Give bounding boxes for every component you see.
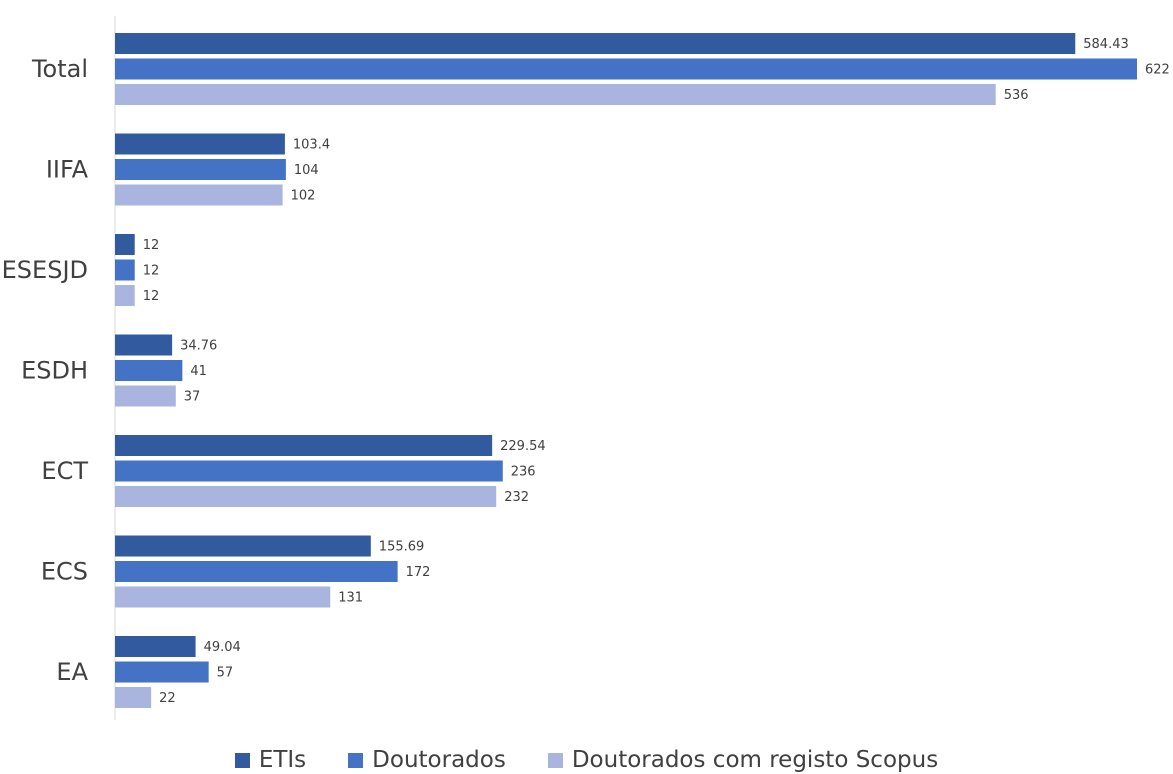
bar-ecs-series-1: [115, 561, 398, 582]
category-label-ea: EA: [56, 658, 88, 686]
category-label-ecs: ECS: [41, 558, 88, 586]
legend-label-etis: ETIs: [258, 747, 307, 773]
category-label-ect: ECT: [41, 457, 88, 485]
legend-item-doutorados-scopus: Doutorados com registo Scopus: [547, 747, 939, 773]
bar-esdh-series-1: [115, 360, 183, 381]
data-label-iifa-series-0: 103.4: [293, 138, 330, 153]
legend-swatch-etis: [234, 752, 250, 768]
bar-total-series-1: [115, 58, 1137, 80]
data-label-ect-series-1: 236: [511, 465, 536, 480]
bar-ea-series-1: [115, 661, 209, 683]
data-label-esdh-series-1: 41: [190, 364, 207, 379]
bar-chart: Total 584.43 622 536 IIFA 103.4 104 102 ESESJD 12…: [2, 16, 1170, 720]
category-label-iifa: IIFA: [46, 156, 89, 184]
category-label-total: Total: [31, 55, 88, 83]
legend-swatch-doutorados-scopus: [547, 752, 563, 768]
data-label-ect-series-0: 229.54: [500, 439, 546, 454]
legend-label-doutorados-scopus: Doutorados com registo Scopus: [571, 747, 939, 773]
data-label-total-series-1: 622: [1145, 63, 1170, 78]
legend-swatch-doutorados: [348, 752, 364, 768]
bar-esesjd-series-2: [115, 285, 135, 306]
legend: ETIs Doutorados Doutorados com registo S…: [0, 746, 1173, 774]
bar-esdh-series-0: [115, 334, 173, 356]
bar-ea-series-2: [115, 687, 152, 708]
bar-esesjd-series-0: [115, 234, 135, 255]
legend-item-etis: ETIs: [234, 747, 307, 773]
bar-total-series-2: [115, 84, 996, 105]
bar-ect-series-0: [115, 435, 493, 456]
bar-ea-series-0: [115, 636, 196, 657]
data-label-total-series-0: 584.43: [1083, 37, 1129, 52]
bar-ecs-series-0: [115, 535, 371, 557]
bar-iifa-series-2: [115, 184, 283, 206]
data-label-ea-series-2: 22: [159, 691, 176, 706]
data-label-esesjd-series-1: 12: [143, 264, 160, 279]
data-label-esesjd-series-0: 12: [143, 238, 160, 253]
bar-ect-series-2: [115, 486, 497, 507]
data-label-esdh-series-2: 37: [184, 390, 201, 405]
data-label-ea-series-0: 49.04: [204, 640, 241, 655]
data-label-ect-series-2: 232: [504, 490, 529, 505]
data-label-ecs-series-1: 172: [406, 565, 431, 580]
data-label-esdh-series-0: 34.76: [180, 339, 217, 354]
bar-ecs-series-2: [115, 586, 331, 608]
data-label-ecs-series-0: 155.69: [379, 540, 425, 555]
bar-esdh-series-2: [115, 385, 176, 407]
category-label-esdh: ESDH: [21, 357, 88, 385]
legend-item-doutorados: Doutorados: [348, 747, 506, 773]
legend-label-doutorados: Doutorados: [372, 747, 506, 773]
data-label-esesjd-series-2: 12: [143, 289, 160, 304]
data-label-ea-series-1: 57: [217, 666, 234, 681]
data-label-ecs-series-2: 131: [338, 591, 363, 606]
category-label-esesjd: ESESJD: [2, 256, 88, 284]
bar-esesjd-series-1: [115, 259, 135, 281]
bar-total-series-0: [115, 33, 1076, 54]
bar-iifa-series-1: [115, 159, 286, 180]
data-label-iifa-series-1: 104: [294, 163, 319, 178]
data-label-total-series-2: 536: [1004, 88, 1029, 103]
data-label-iifa-series-2: 102: [291, 189, 316, 204]
bar-iifa-series-0: [115, 133, 285, 155]
bar-ect-series-1: [115, 460, 503, 482]
